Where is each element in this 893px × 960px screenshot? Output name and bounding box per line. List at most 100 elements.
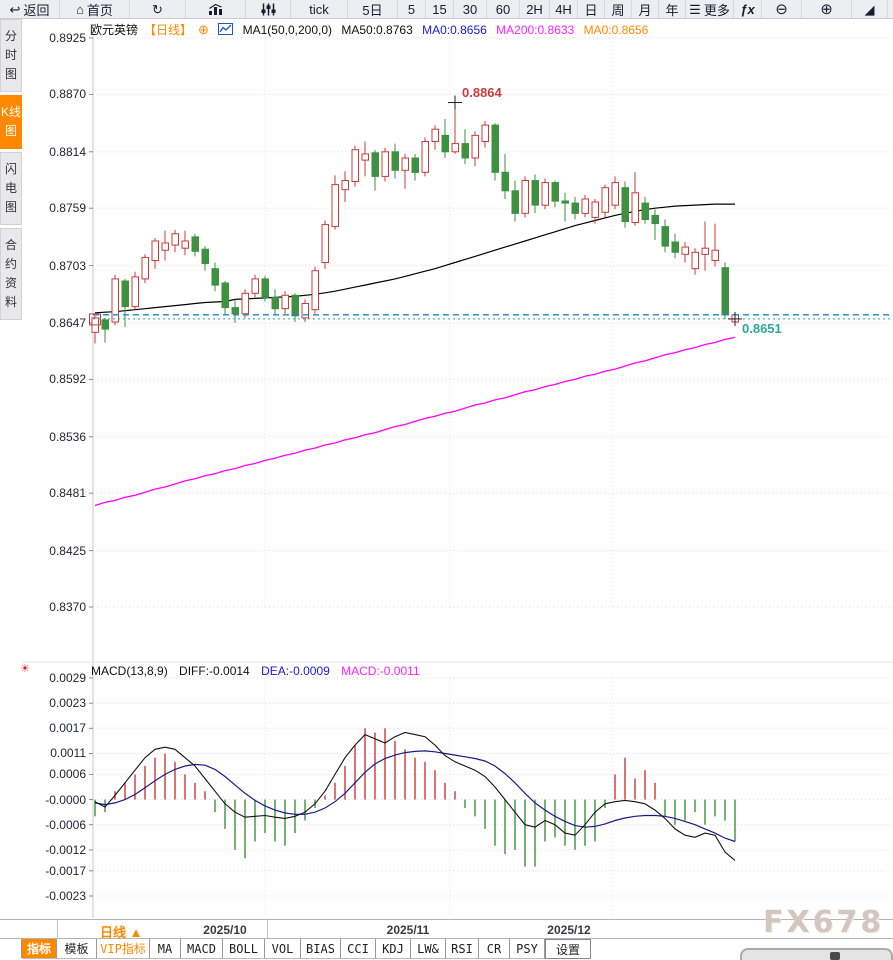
ma0-blue-value: MA0:0.8656 (422, 22, 487, 37)
toolbar-item-月[interactable]: 月 (632, 0, 659, 18)
sidebar-item-分时图[interactable]: 分时图 (0, 19, 22, 92)
tab-LW&[interactable]: LW& (411, 939, 446, 959)
tab-VOL[interactable]: VOL (265, 939, 301, 959)
period-dropdown-button[interactable]: 日线 ▲ (100, 925, 143, 940)
line-chart-icon[interactable] (218, 22, 234, 37)
macd-axis-label: -0.0000 (45, 792, 86, 807)
left-sidebar: 分时图 K线图闪电图合约资料 (0, 19, 22, 323)
axis-row-divider (267, 920, 268, 938)
toolbar-item-tick[interactable]: tick (291, 0, 348, 18)
toolbar-item-更多[interactable]: ☰ 更多 (686, 0, 734, 18)
price-chart-header: 欧元英镑 【日线】 ⊕ MA1(50,0,200,0) MA50:0.8763 MA… (90, 21, 654, 38)
toolbar-item-周[interactable]: 周 (605, 0, 632, 18)
toolbar-item-15[interactable]: 15 (426, 0, 454, 18)
axis-row-divider (57, 920, 58, 938)
toolbar-item-label: 5 (407, 1, 416, 17)
macd-axis-label: 0.0006 (49, 767, 86, 782)
date-label-2025/10: 2025/10 (203, 923, 247, 937)
tab-PSY[interactable]: PSY (510, 939, 545, 959)
add-indicator-icon[interactable]: ⊕ (198, 21, 209, 37)
toolbar-item-label: 2H (526, 1, 543, 17)
toolbar-item-4H[interactable]: 4H (550, 0, 578, 18)
tab-VIP指标[interactable]: VIP指标 (97, 939, 150, 959)
tab-CCI[interactable]: CCI (341, 939, 376, 959)
period-label: 【日线】 (144, 23, 193, 37)
sidebar-item-K线图[interactable]: K线图 (0, 95, 22, 149)
tab-bar-left-pad (0, 939, 22, 958)
corner-widget (740, 948, 893, 960)
toolbar-item-30[interactable]: 30 (454, 0, 487, 18)
macd-axis-label: -0.0012 (45, 842, 86, 857)
macd-axis-label: -0.0017 (45, 863, 86, 878)
tab-RSI[interactable]: RSI (446, 939, 479, 959)
draw-tool-icon: ◢ (864, 1, 875, 17)
tab-MACD[interactable]: MACD (181, 939, 223, 959)
ma0-orange-value: MA0:0.8656 (583, 22, 649, 37)
high-price-label: 0.8864 (462, 84, 502, 100)
toolbar-item-label: 15 (432, 1, 447, 17)
sidebar-item-闪电图[interactable]: 闪电图 (0, 152, 22, 225)
toolbar-item-2H[interactable]: 2H (520, 0, 550, 18)
tab-MA[interactable]: MA (150, 939, 181, 959)
back-arrow-icon: ↩ (9, 1, 21, 17)
toolbar-item-label: 30 (462, 1, 478, 17)
macd-macd-value: MACD:-0.0011 (341, 664, 420, 678)
candle-sliders-icon (261, 3, 276, 16)
toolbar-item-首页[interactable]: ⌂ 首页 (60, 0, 130, 18)
macd-dea-value: DEA:-0.0009 (261, 664, 330, 678)
tab-模板[interactable]: 模板 (57, 939, 97, 959)
price-axis-label: 0.8870 (49, 87, 86, 102)
price-axis-label: 0.8814 (49, 144, 86, 159)
refresh-icon: ↻ (152, 1, 163, 17)
tab-BOLL[interactable]: BOLL (223, 939, 265, 959)
corner-widget-dot (830, 952, 840, 960)
toolbar-item-candle-sliders[interactable] (246, 0, 291, 18)
toolbar-item-60[interactable]: 60 (487, 0, 520, 18)
home-icon: ⌂ (76, 1, 84, 17)
bottom-tab-bar: 指标 模板 VIP指标 MA MACD BOLL VOL BIAS CCI KDJ LW& RSI CR… (0, 938, 893, 959)
toolbar-item-zoom-out[interactable]: ⊖ (762, 0, 802, 18)
indicator-settings-icon[interactable]: ☀ (20, 663, 30, 675)
toolbar-item-5日[interactable]: 5日 (348, 0, 398, 18)
date-label-2025/12: 2025/12 (547, 923, 591, 937)
zoom-in-icon: ⊕ (820, 0, 833, 18)
toolbar-item-label: 4H (555, 1, 572, 17)
macd-axis-label: 0.0029 (49, 671, 86, 685)
tab-KDJ[interactable]: KDJ (376, 939, 411, 959)
toolbar-item-label: 年 (665, 2, 679, 18)
fx-function-icon: ƒx (740, 1, 755, 17)
fx678-watermark: FX678 (763, 905, 885, 940)
price-axis-label: 0.8647 (49, 316, 86, 330)
toolbar-item-5[interactable]: 5 (398, 0, 426, 18)
tab-BIAS[interactable]: BIAS (301, 939, 341, 959)
ma50-value: MA50:0.8763 (341, 22, 413, 37)
ma200-value: MA200:0.8633 (496, 22, 575, 37)
toolbar-item-draw-tool[interactable]: ◢ (852, 0, 888, 18)
symbol-name: 欧元英镑 (90, 23, 139, 37)
menu-icon: ☰ (689, 1, 701, 17)
toolbar-item-fx[interactable]: ƒx (734, 0, 762, 18)
toolbar-item-返回[interactable]: ↩ 返回 (0, 0, 60, 18)
macd-axis-label: 0.0011 (50, 746, 86, 761)
price-axis-label: 0.8759 (49, 201, 86, 216)
tab-设置[interactable]: 设置 (545, 939, 591, 959)
price-axis-label: 0.8370 (49, 600, 86, 614)
macd-axis-label: -0.0006 (45, 817, 86, 832)
price-axis-label: 0.8536 (49, 429, 86, 444)
macd-title: MACD(13,8,9) (91, 664, 168, 678)
price-axis-label: 0.8703 (49, 258, 86, 273)
tab-CR[interactable]: CR (479, 939, 510, 959)
toolbar-item-refresh[interactable]: ↻ (130, 0, 186, 18)
macd-axis-label: -0.0023 (45, 889, 86, 903)
sidebar-item-合约资料[interactable]: 合约资料 (0, 228, 22, 320)
toolbar-item-年[interactable]: 年 (659, 0, 686, 18)
toolbar-item-bar-chart[interactable] (186, 0, 246, 18)
toolbar-item-日[interactable]: 日 (578, 0, 605, 18)
toolbar-item-zoom-in[interactable]: ⊕ (802, 0, 852, 18)
top-toolbar: ↩ 返回 ⌂ 首页 ↻ tick 5日 5 15 30 60 2H 4H 日周月年 ☰ 更多 ƒx ⊖ ⊕ ◢ (0, 0, 893, 19)
zoom-out-icon: ⊖ (775, 0, 788, 18)
tab-指标[interactable]: 指标 (22, 939, 57, 959)
